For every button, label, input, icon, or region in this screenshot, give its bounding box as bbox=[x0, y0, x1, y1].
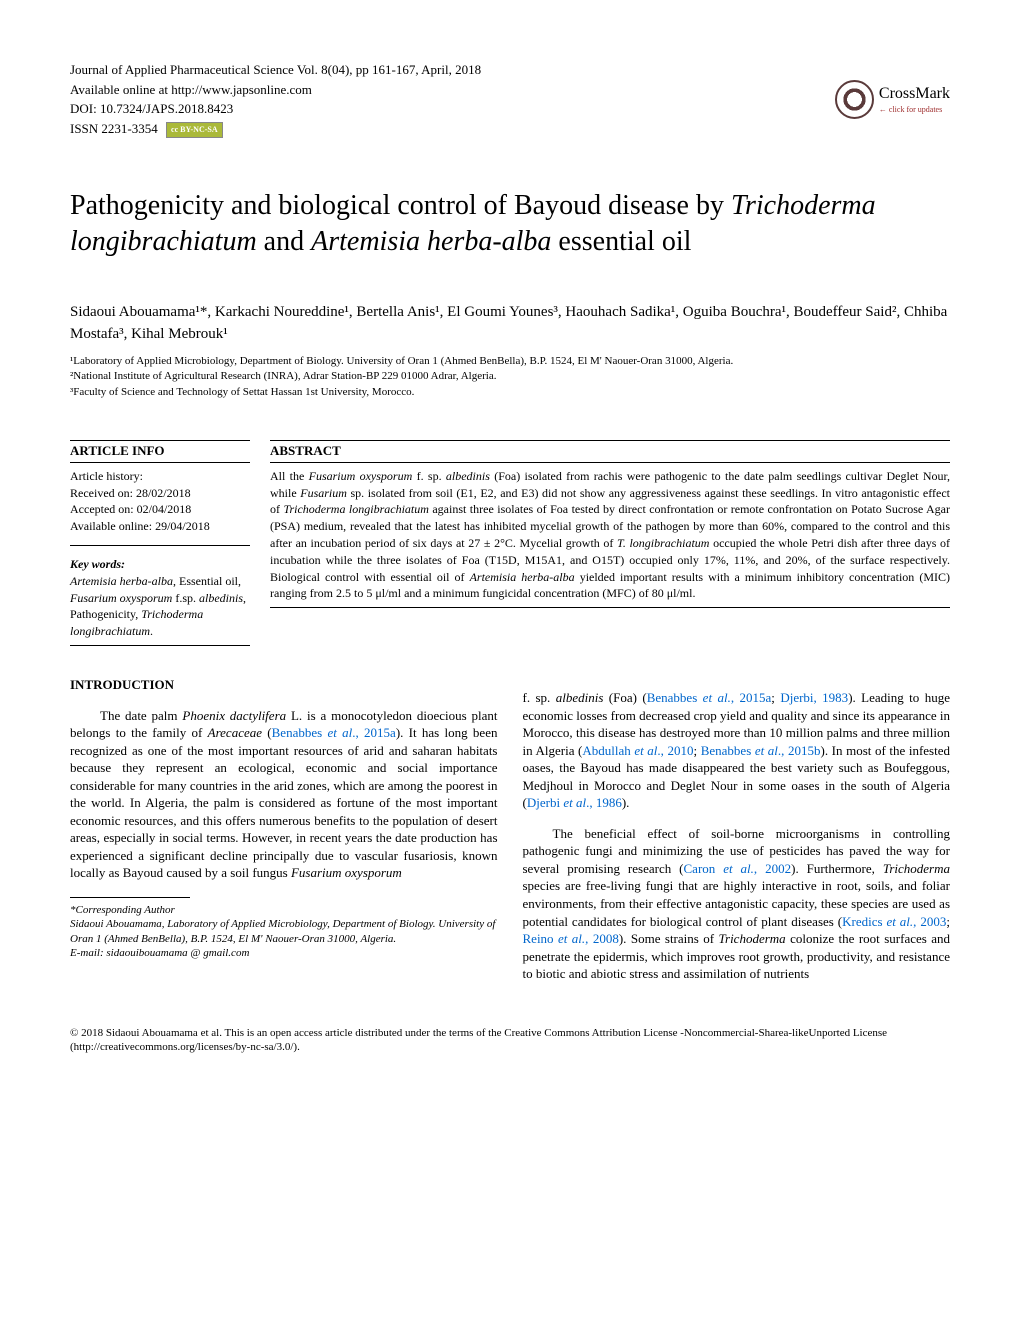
right-column: f. sp. albedinis (Foa) (Benabbes et al.,… bbox=[523, 676, 951, 996]
footnote-text: Sidaoui Abouamama, Laboratory of Applied… bbox=[70, 917, 498, 946]
crossmark-badge[interactable]: CrossMark ← click for updates bbox=[835, 80, 950, 119]
affiliation-1: ¹Laboratory of Applied Microbiology, Dep… bbox=[70, 354, 950, 369]
issn-line: ISSN 2231-3354 cc BY-NC-SA bbox=[70, 119, 481, 139]
footnote-separator bbox=[70, 897, 190, 898]
footnote-label: *Corresponding Author bbox=[70, 903, 498, 917]
doi-line: DOI: 10.7324/JAPS.2018.8423 bbox=[70, 99, 481, 119]
issn-text: ISSN 2231-3354 bbox=[70, 121, 158, 136]
cc-badge-icon: cc BY-NC-SA bbox=[166, 122, 223, 138]
affiliation-2: ²National Institute of Agricultural Rese… bbox=[70, 369, 950, 384]
copyright-notice: © 2018 Sidaoui Abouamama et al. This is … bbox=[70, 1026, 950, 1055]
abstract-header: ABSTRACT bbox=[270, 440, 950, 463]
crossmark-label: CrossMark bbox=[879, 84, 950, 105]
accepted-date: Accepted on: 02/04/2018 bbox=[70, 501, 250, 518]
article-history: Article history: Received on: 28/02/2018… bbox=[70, 468, 250, 546]
title-part5: essential oil bbox=[551, 226, 691, 257]
header-section: Journal of Applied Pharmaceutical Scienc… bbox=[70, 60, 950, 138]
affiliation-3: ³Faculty of Science and Technology of Se… bbox=[70, 385, 950, 400]
received-date: Received on: 28/02/2018 bbox=[70, 485, 250, 502]
intro-para-1: The date palm Phoenix dactylifera L. is … bbox=[70, 707, 498, 882]
crossmark-sub: ← click for updates bbox=[879, 105, 950, 115]
article-info-column: ARTICLE INFO Article history: Received o… bbox=[70, 440, 250, 646]
corresponding-author-footnote: *Corresponding Author Sidaoui Abouamama,… bbox=[70, 903, 498, 960]
online-date: Available online: 29/04/2018 bbox=[70, 518, 250, 535]
available-line: Available online at http://www.japsonlin… bbox=[70, 80, 481, 100]
info-abstract-row: ARTICLE INFO Article history: Received o… bbox=[70, 440, 950, 646]
left-column: INTRODUCTION The date palm Phoenix dacty… bbox=[70, 676, 498, 996]
keywords-block: Key words: Artemisia herba-alba, Essenti… bbox=[70, 556, 250, 646]
crossmark-icon bbox=[835, 80, 874, 119]
introduction-header: INTRODUCTION bbox=[70, 676, 498, 694]
abstract-column: ABSTRACT All the Fusarium oxysporum f. s… bbox=[270, 440, 950, 646]
title-part1: Pathogenicity and biological control of … bbox=[70, 190, 731, 221]
title-part3: and bbox=[257, 226, 311, 257]
history-label: Article history: bbox=[70, 468, 250, 485]
abstract-text: All the Fusarium oxysporum f. sp. albedi… bbox=[270, 468, 950, 608]
affiliations: ¹Laboratory of Applied Microbiology, Dep… bbox=[70, 354, 950, 400]
intro-para-2: f. sp. albedinis (Foa) (Benabbes et al.,… bbox=[523, 689, 951, 812]
intro-para-3: The beneficial effect of soil-borne micr… bbox=[523, 825, 951, 983]
keywords-label: Key words: bbox=[70, 556, 250, 573]
journal-info: Journal of Applied Pharmaceutical Scienc… bbox=[70, 60, 481, 138]
body-columns: INTRODUCTION The date palm Phoenix dacty… bbox=[70, 676, 950, 996]
footnote-email: E-mail: sidaouibouamama @ gmail.com bbox=[70, 946, 498, 960]
journal-line: Journal of Applied Pharmaceutical Scienc… bbox=[70, 60, 481, 80]
article-info-header: ARTICLE INFO bbox=[70, 440, 250, 463]
article-title: Pathogenicity and biological control of … bbox=[70, 188, 950, 261]
title-part4: Artemisia herba-alba bbox=[311, 226, 551, 257]
authors-list: Sidaoui Abouamama¹*, Karkachi Noureddine… bbox=[70, 301, 950, 346]
